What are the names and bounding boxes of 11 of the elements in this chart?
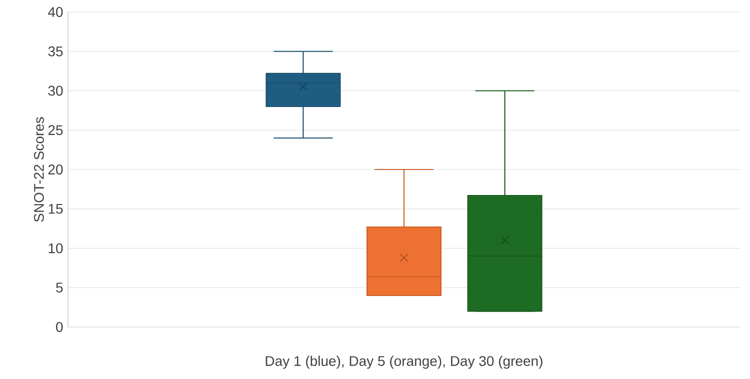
y-tick-label: 30 bbox=[48, 86, 63, 96]
y-tick-label: 20 bbox=[48, 164, 63, 174]
y-tick-label: 40 bbox=[48, 7, 63, 17]
y-tick-label: 35 bbox=[48, 46, 63, 56]
y-tick-label: 0 bbox=[56, 322, 63, 332]
y-tick-label: 25 bbox=[48, 125, 63, 136]
y-tick-label: 5 bbox=[56, 282, 63, 293]
x-tick-label: Day 1 (blue), Day 5 (orange), Day 30 (green) bbox=[266, 356, 542, 369]
y-axis-title: SNOT-22 Scores bbox=[34, 117, 44, 222]
y-tick-label: 15 bbox=[48, 204, 63, 214]
y-tick-label: 10 bbox=[48, 243, 63, 254]
